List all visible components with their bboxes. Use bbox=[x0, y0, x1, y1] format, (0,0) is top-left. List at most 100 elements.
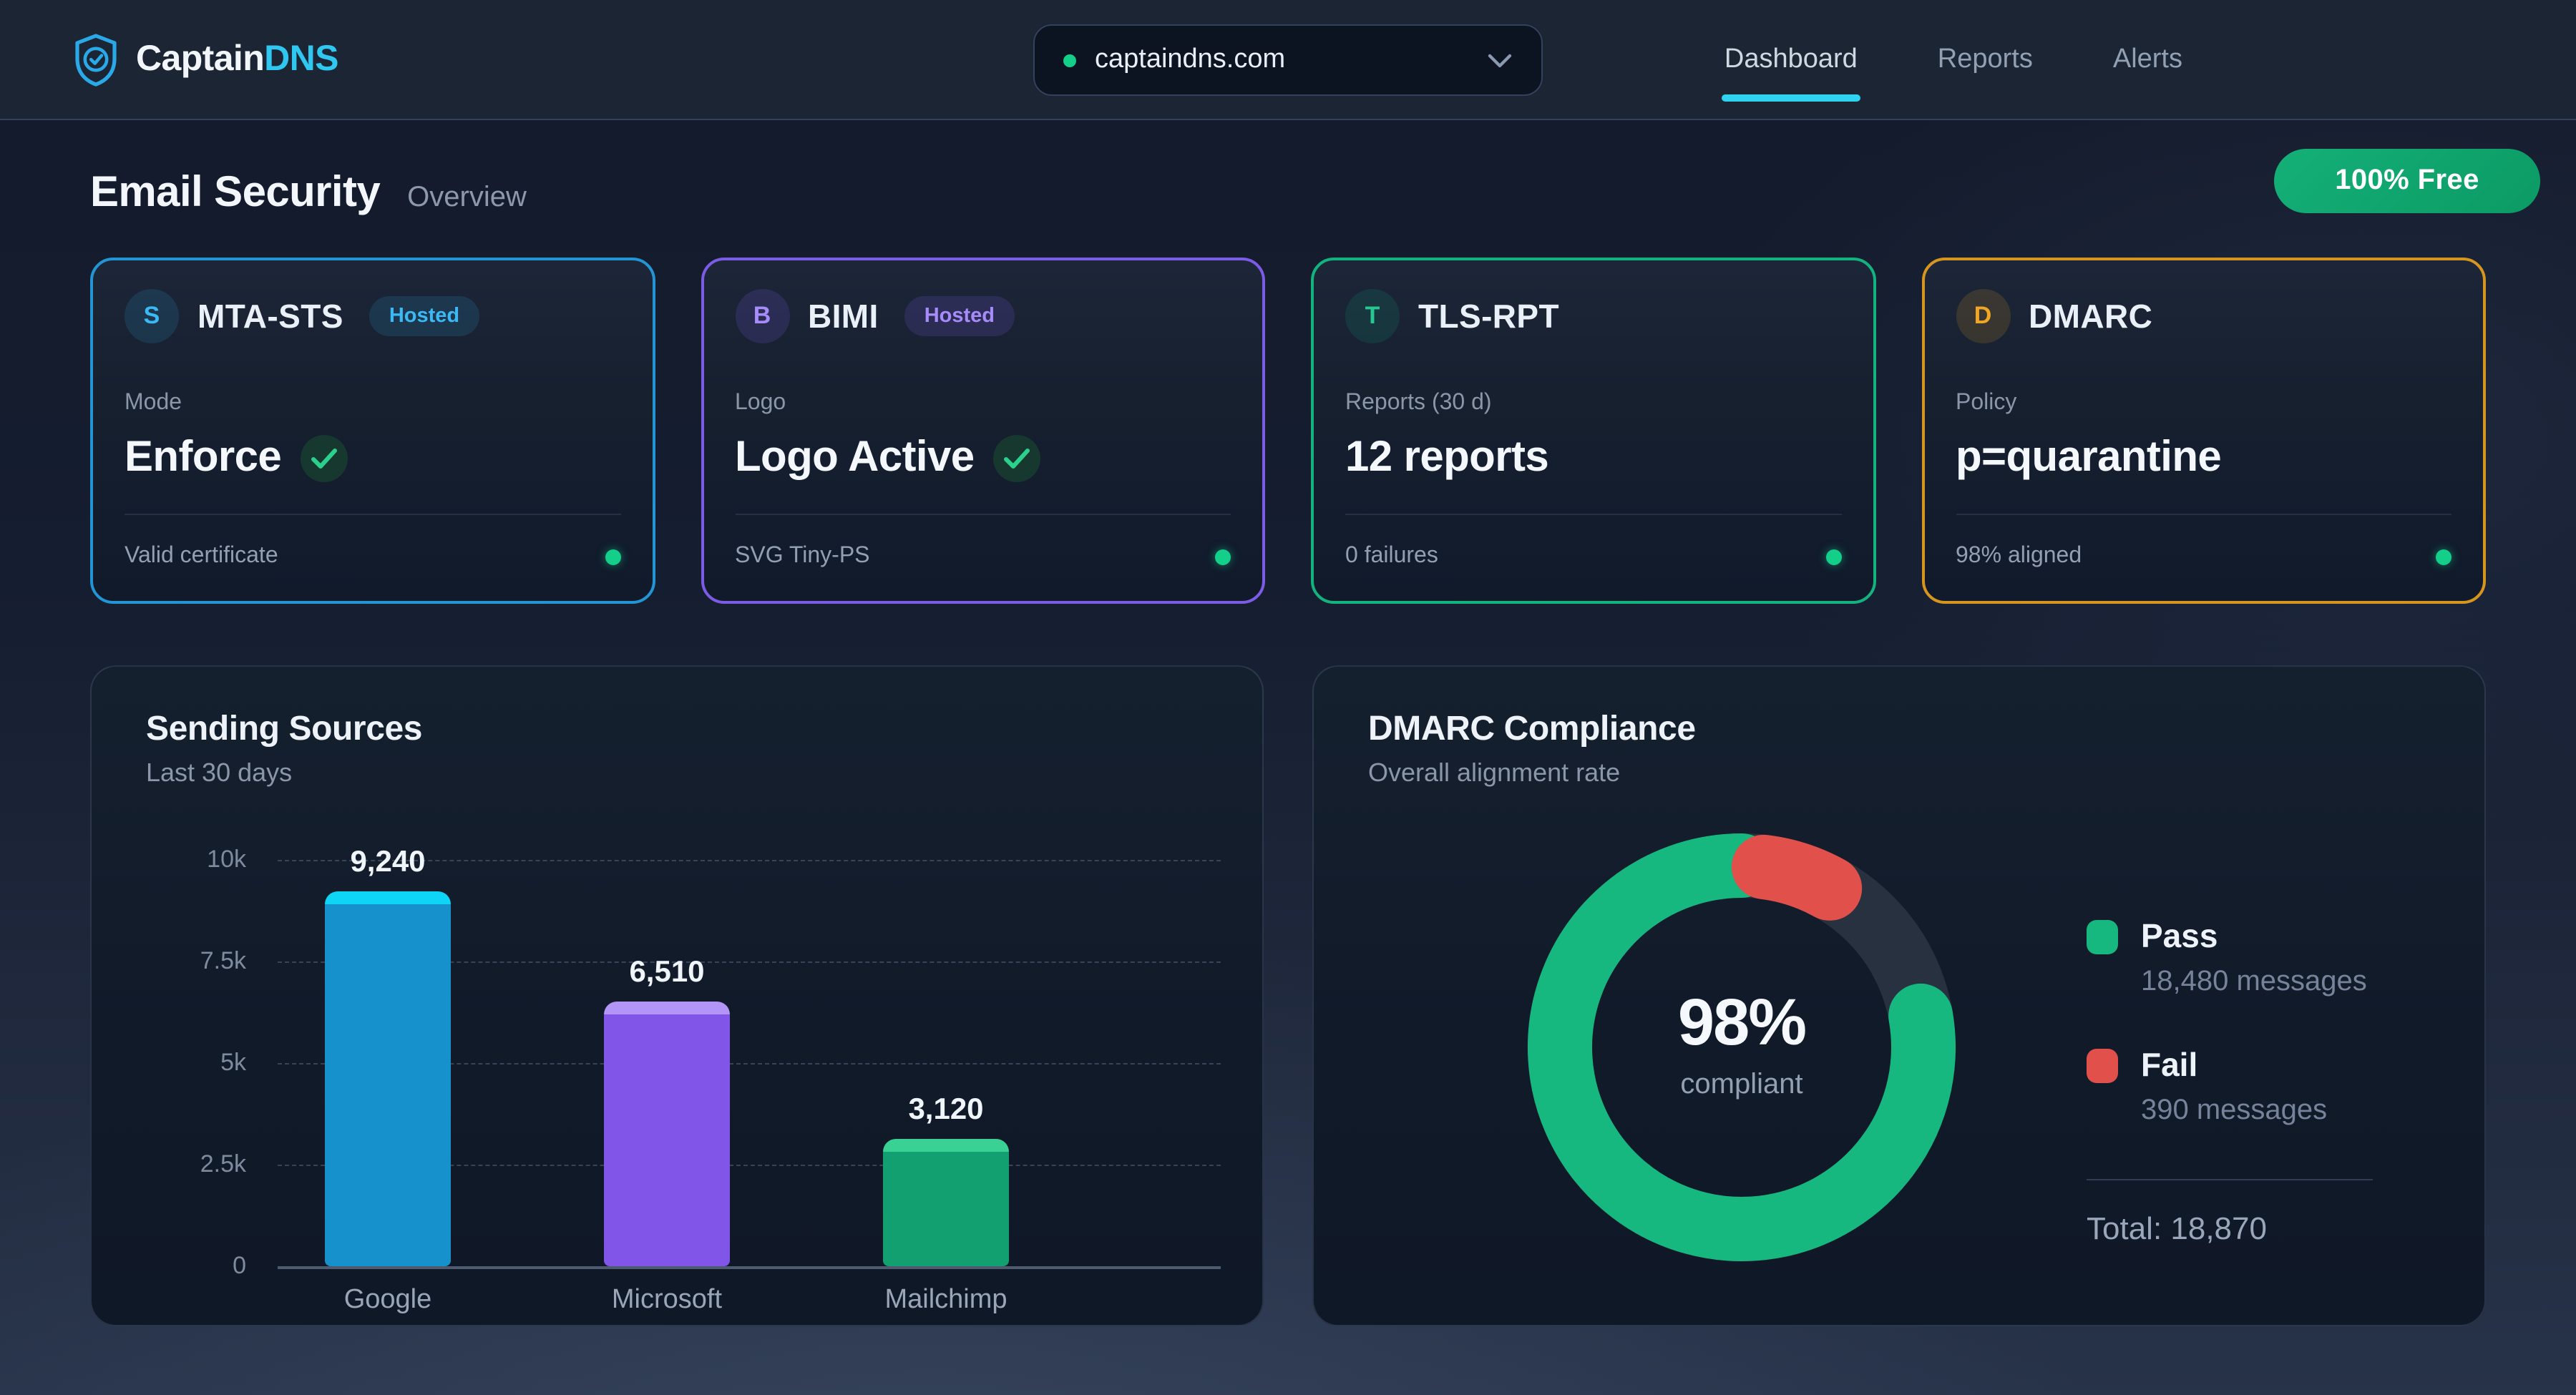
card-mta-sts[interactable]: S MTA-STS Hosted Mode Enforce Valid cert… bbox=[90, 258, 655, 604]
dmarc-letter-icon: D bbox=[1956, 289, 2010, 343]
status-dot bbox=[1215, 549, 1231, 564]
nav-tab-reports[interactable]: Reports bbox=[1937, 44, 2033, 74]
x-axis-line bbox=[278, 1266, 1221, 1269]
gridline bbox=[278, 860, 1221, 861]
legend-total: Total: 18,870 bbox=[2087, 1210, 2267, 1246]
card-tls-rpt[interactable]: T TLS-RPT Reports (30 d) 12 reports 0 fa… bbox=[1311, 258, 1875, 604]
card-value: Logo Active bbox=[735, 434, 975, 481]
divider bbox=[1345, 514, 1841, 515]
status-dot bbox=[2436, 549, 2451, 564]
card-footer-text: 98% aligned bbox=[1956, 544, 2082, 568]
card-title: DMARC bbox=[2029, 297, 2153, 334]
check-icon bbox=[992, 434, 1040, 481]
shield-check-icon bbox=[75, 33, 117, 86]
y-axis-tick: 0 bbox=[233, 1252, 246, 1279]
free-plan-badge: 100% Free bbox=[2274, 149, 2540, 213]
bar-google bbox=[325, 891, 451, 1266]
y-axis-tick: 7.5k bbox=[200, 947, 246, 974]
primary-nav: Dashboard Reports Alerts bbox=[1721, 0, 2182, 119]
domain-selector[interactable]: captaindns.com bbox=[1033, 24, 1543, 96]
donut-fail-arc bbox=[1731, 834, 1863, 921]
bar-mailchimp bbox=[883, 1139, 1009, 1266]
divider bbox=[125, 514, 620, 515]
card-label: Reports (30 d) bbox=[1345, 391, 1492, 415]
card-title: BIMI bbox=[808, 297, 879, 334]
panel-subtitle: Overall alignment rate bbox=[1368, 758, 1621, 787]
divider bbox=[1956, 514, 2451, 515]
active-tab-underline bbox=[1721, 94, 1860, 102]
card-title: TLS-RPT bbox=[1418, 297, 1559, 334]
domain-selector-value: captaindns.com bbox=[1095, 44, 1286, 74]
donut-chart: 98% compliant bbox=[1513, 818, 1971, 1276]
legend-name: Fail bbox=[2141, 1046, 2198, 1083]
mta-sts-letter-icon: S bbox=[125, 289, 179, 343]
bar-value-label: 6,510 bbox=[629, 956, 705, 989]
legend-count: 390 messages bbox=[2141, 1095, 2328, 1126]
status-dot bbox=[1825, 549, 1841, 564]
x-axis-category-label: Google bbox=[343, 1285, 432, 1315]
card-bimi[interactable]: B BIMI Hosted Logo Logo Active SVG Tiny-… bbox=[701, 258, 1265, 604]
panel-subtitle: Last 30 days bbox=[146, 758, 293, 787]
gridline bbox=[278, 1165, 1221, 1166]
card-title: MTA-STS bbox=[197, 297, 343, 334]
card-footer-text: SVG Tiny-PS bbox=[735, 544, 870, 568]
status-dot bbox=[605, 549, 620, 564]
brand-name: CaptainDNS bbox=[136, 39, 339, 79]
x-axis-category-label: Microsoft bbox=[611, 1285, 723, 1315]
card-label: Mode bbox=[125, 391, 182, 415]
bar-value-label: 3,120 bbox=[908, 1093, 984, 1126]
donut-pass-arc bbox=[1528, 833, 1956, 1261]
pass-swatch-icon bbox=[2087, 920, 2118, 954]
legend-name: Pass bbox=[2141, 917, 2218, 954]
tls-rpt-letter-icon: T bbox=[1345, 289, 1400, 343]
panel-title: Sending Sources bbox=[146, 710, 423, 748]
page-title: Email Security bbox=[90, 169, 381, 216]
bimi-letter-icon: B bbox=[735, 289, 789, 343]
divider bbox=[735, 514, 1231, 515]
donut-center-label: compliant bbox=[1680, 1069, 1803, 1100]
nav-tab-dashboard[interactable]: Dashboard bbox=[1721, 0, 1860, 119]
legend-item-fail: Fail 390 messages bbox=[2087, 1044, 2444, 1127]
card-value: Enforce bbox=[125, 434, 282, 481]
top-bar: CaptainDNS captaindns.com Dashboard Repo… bbox=[0, 0, 2576, 120]
dmarc-compliance-panel: DMARC Compliance Overall alignment rate … bbox=[1312, 665, 2486, 1326]
fail-swatch-icon bbox=[2087, 1049, 2118, 1083]
bar-cap bbox=[325, 891, 451, 904]
check-icon bbox=[300, 434, 348, 481]
y-axis-tick: 10k bbox=[207, 846, 246, 873]
brand-logo[interactable]: CaptainDNS bbox=[72, 32, 339, 87]
card-footer-text: Valid certificate bbox=[125, 544, 278, 568]
main-content: Email Security Overview 100% Free S MTA-… bbox=[0, 120, 2576, 1395]
page-header: Email Security Overview bbox=[90, 169, 527, 217]
hosted-badge: Hosted bbox=[369, 296, 480, 336]
page-subtitle: Overview bbox=[407, 182, 527, 213]
nav-tab-alerts[interactable]: Alerts bbox=[2112, 44, 2182, 74]
bar-cap bbox=[604, 1002, 730, 1014]
bar-microsoft bbox=[604, 1002, 730, 1266]
donut-center-value: 98% bbox=[1677, 984, 1807, 1059]
x-axis-category-label: Mailchimp bbox=[884, 1285, 1008, 1315]
card-value: 12 reports bbox=[1345, 434, 1549, 481]
panel-title: DMARC Compliance bbox=[1368, 710, 1696, 748]
gridline bbox=[278, 1063, 1221, 1064]
gridline bbox=[278, 961, 1221, 963]
bar-value-label: 9,240 bbox=[350, 846, 426, 878]
chevron-down-icon bbox=[1488, 53, 1512, 67]
sending-sources-panel: Sending Sources Last 30 days 10k 7.5k 5k 2.… bbox=[90, 665, 1264, 1326]
bar-cap bbox=[883, 1139, 1009, 1152]
bar-chart: 10k 7.5k 5k 2.5k 0 9,240 Google 6,510 Microsoft 3… bbox=[92, 667, 1262, 1325]
dashboard-panels: Sending Sources Last 30 days 10k 7.5k 5k 2.… bbox=[90, 665, 2486, 1326]
donut-legend: Pass 18,480 messages Fail 390 messages T… bbox=[2087, 916, 2444, 1248]
card-label: Policy bbox=[1956, 391, 2017, 415]
legend-count: 18,480 messages bbox=[2141, 966, 2367, 997]
legend-item-pass: Pass 18,480 messages bbox=[2087, 916, 2444, 999]
card-label: Logo bbox=[735, 391, 786, 415]
card-footer-text: 0 failures bbox=[1345, 544, 1438, 568]
card-dmarc[interactable]: D DMARC Policy p=quarantine 98% aligned bbox=[1921, 258, 2486, 604]
divider bbox=[2087, 1179, 2373, 1180]
card-value: p=quarantine bbox=[1956, 434, 2222, 481]
hosted-badge: Hosted bbox=[904, 296, 1015, 336]
domain-status-dot bbox=[1063, 54, 1076, 67]
y-axis-tick: 5k bbox=[220, 1049, 246, 1076]
